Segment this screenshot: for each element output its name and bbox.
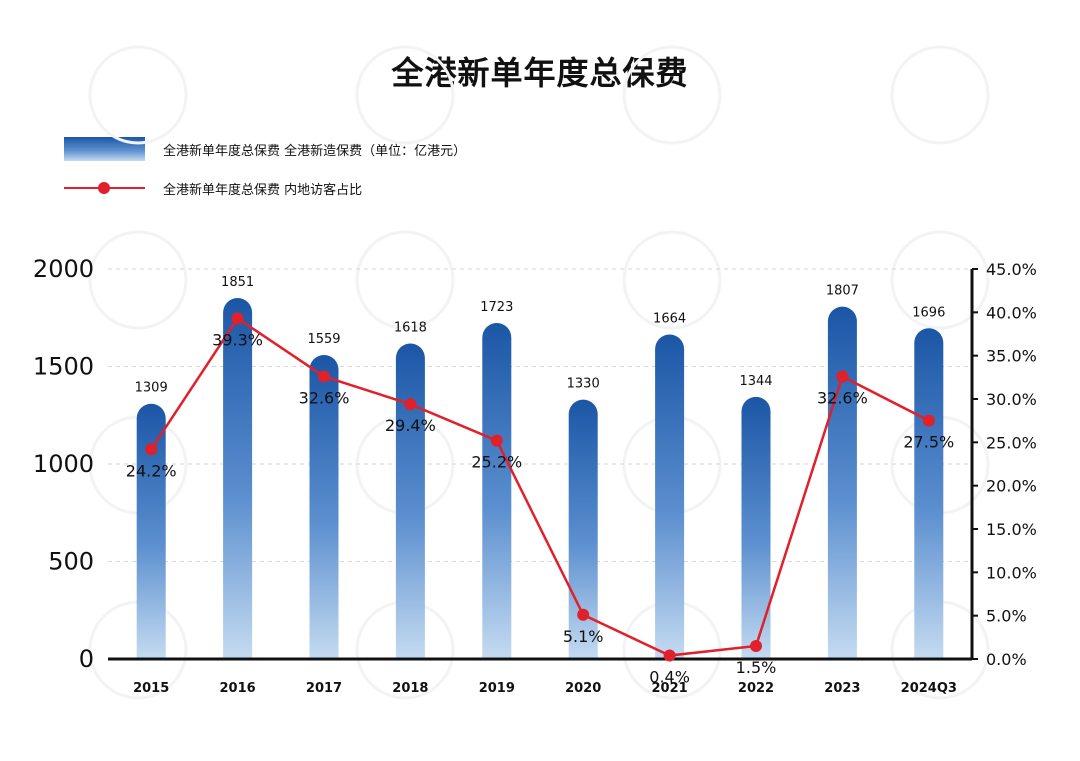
y-right-tick-label: 25.0% <box>986 433 1037 452</box>
bar-value-label: 1807 <box>826 284 859 299</box>
bar-2015 <box>136 403 166 659</box>
y-left-tick-label: 1500 <box>33 353 94 381</box>
line-point-2024Q3 <box>922 414 935 427</box>
line-point-2016 <box>231 312 244 325</box>
y-right-tick-label: 5.0% <box>986 607 1027 626</box>
visitor-share-line <box>150 316 930 657</box>
x-tick-label: 2015 <box>133 681 169 696</box>
y-right-tick-label: 20.0% <box>986 477 1037 496</box>
x-tick-label: 2022 <box>738 681 774 696</box>
line-point-2018 <box>404 398 417 411</box>
bar-2018 <box>395 343 425 659</box>
y-left-tick-label: 2000 <box>33 255 94 283</box>
line-value-label: 0.4% <box>649 668 690 687</box>
line-point-2023 <box>836 370 849 383</box>
legend-item-visitor-share: 全港新单年度总保费 内地访客占比 <box>64 175 362 201</box>
line-value-label: 25.2% <box>471 453 522 472</box>
x-tick-label: 2021 <box>652 681 688 696</box>
bar-value-label: 1851 <box>221 275 254 290</box>
line-point-2019 <box>490 434 503 447</box>
bar-value-label: 1664 <box>653 312 686 327</box>
y-left-tick-label: 1000 <box>33 450 94 478</box>
line-point-2020 <box>577 608 590 621</box>
bar-value-label: 1559 <box>307 332 340 347</box>
bar-value-label: 1723 <box>480 300 513 315</box>
bar-2024Q3 <box>914 328 944 659</box>
bar-2019 <box>482 323 512 659</box>
y-right-tick-label: 30.0% <box>986 390 1037 409</box>
line-value-label: 32.6% <box>299 388 350 407</box>
bar-value-label: 1344 <box>739 374 772 389</box>
legend-item-premium: 全港新单年度总保费 全港新造保费（单位：亿港元） <box>64 136 466 162</box>
y-right-tick-label: 35.0% <box>986 347 1037 366</box>
y-right-tick-label: 40.0% <box>986 303 1037 322</box>
legend-swatch-bar <box>64 137 145 161</box>
bar-value-label: 1309 <box>135 381 168 396</box>
x-tick-label: 2017 <box>306 681 342 696</box>
line-point-2021 <box>663 649 676 662</box>
x-tick-label: 2019 <box>479 681 515 696</box>
x-tick-label: 2023 <box>824 681 860 696</box>
line-point-2017 <box>318 370 330 383</box>
line-value-label: 29.4% <box>385 416 436 435</box>
bar-2021 <box>655 334 685 659</box>
line-point-2015 <box>145 443 158 456</box>
x-tick-label: 2020 <box>565 681 601 696</box>
y-right-tick-label: 45.0% <box>986 260 1037 279</box>
y-right-tick-label: 0.0% <box>986 650 1027 669</box>
bar-value-label: 1330 <box>567 377 600 392</box>
bar-2022 <box>741 396 771 659</box>
x-tick-label: 2016 <box>220 681 256 696</box>
y-right-tick-label: 10.0% <box>986 563 1037 582</box>
y-right-tick-label: 15.0% <box>986 520 1037 539</box>
x-tick-label: 2024Q3 <box>901 681 957 696</box>
bar-2017 <box>309 354 339 659</box>
bar-2020 <box>568 399 598 659</box>
bar-2016 <box>223 298 253 659</box>
bar-value-label: 1696 <box>912 305 945 320</box>
line-value-label: 39.3% <box>212 330 263 349</box>
line-value-label: 1.5% <box>736 658 777 677</box>
line-value-label: 27.5% <box>903 433 954 452</box>
bar-2023 <box>827 306 857 659</box>
line-point-2022 <box>750 640 762 652</box>
legend-swatch-line <box>64 176 145 200</box>
y-left-tick-label: 0 <box>79 645 94 673</box>
line-value-label: 24.2% <box>126 461 177 480</box>
y-left-tick-label: 500 <box>48 548 94 576</box>
bar-value-label: 1618 <box>394 320 427 335</box>
legend-label-premium: 全港新单年度总保费 全港新造保费（单位：亿港元） <box>163 143 467 159</box>
line-value-label: 5.1% <box>563 627 604 646</box>
legend-label-visitor-share: 全港新单年度总保费 内地访客占比 <box>163 182 363 198</box>
line-value-label: 32.6% <box>817 388 868 407</box>
x-tick-label: 2018 <box>392 681 428 696</box>
